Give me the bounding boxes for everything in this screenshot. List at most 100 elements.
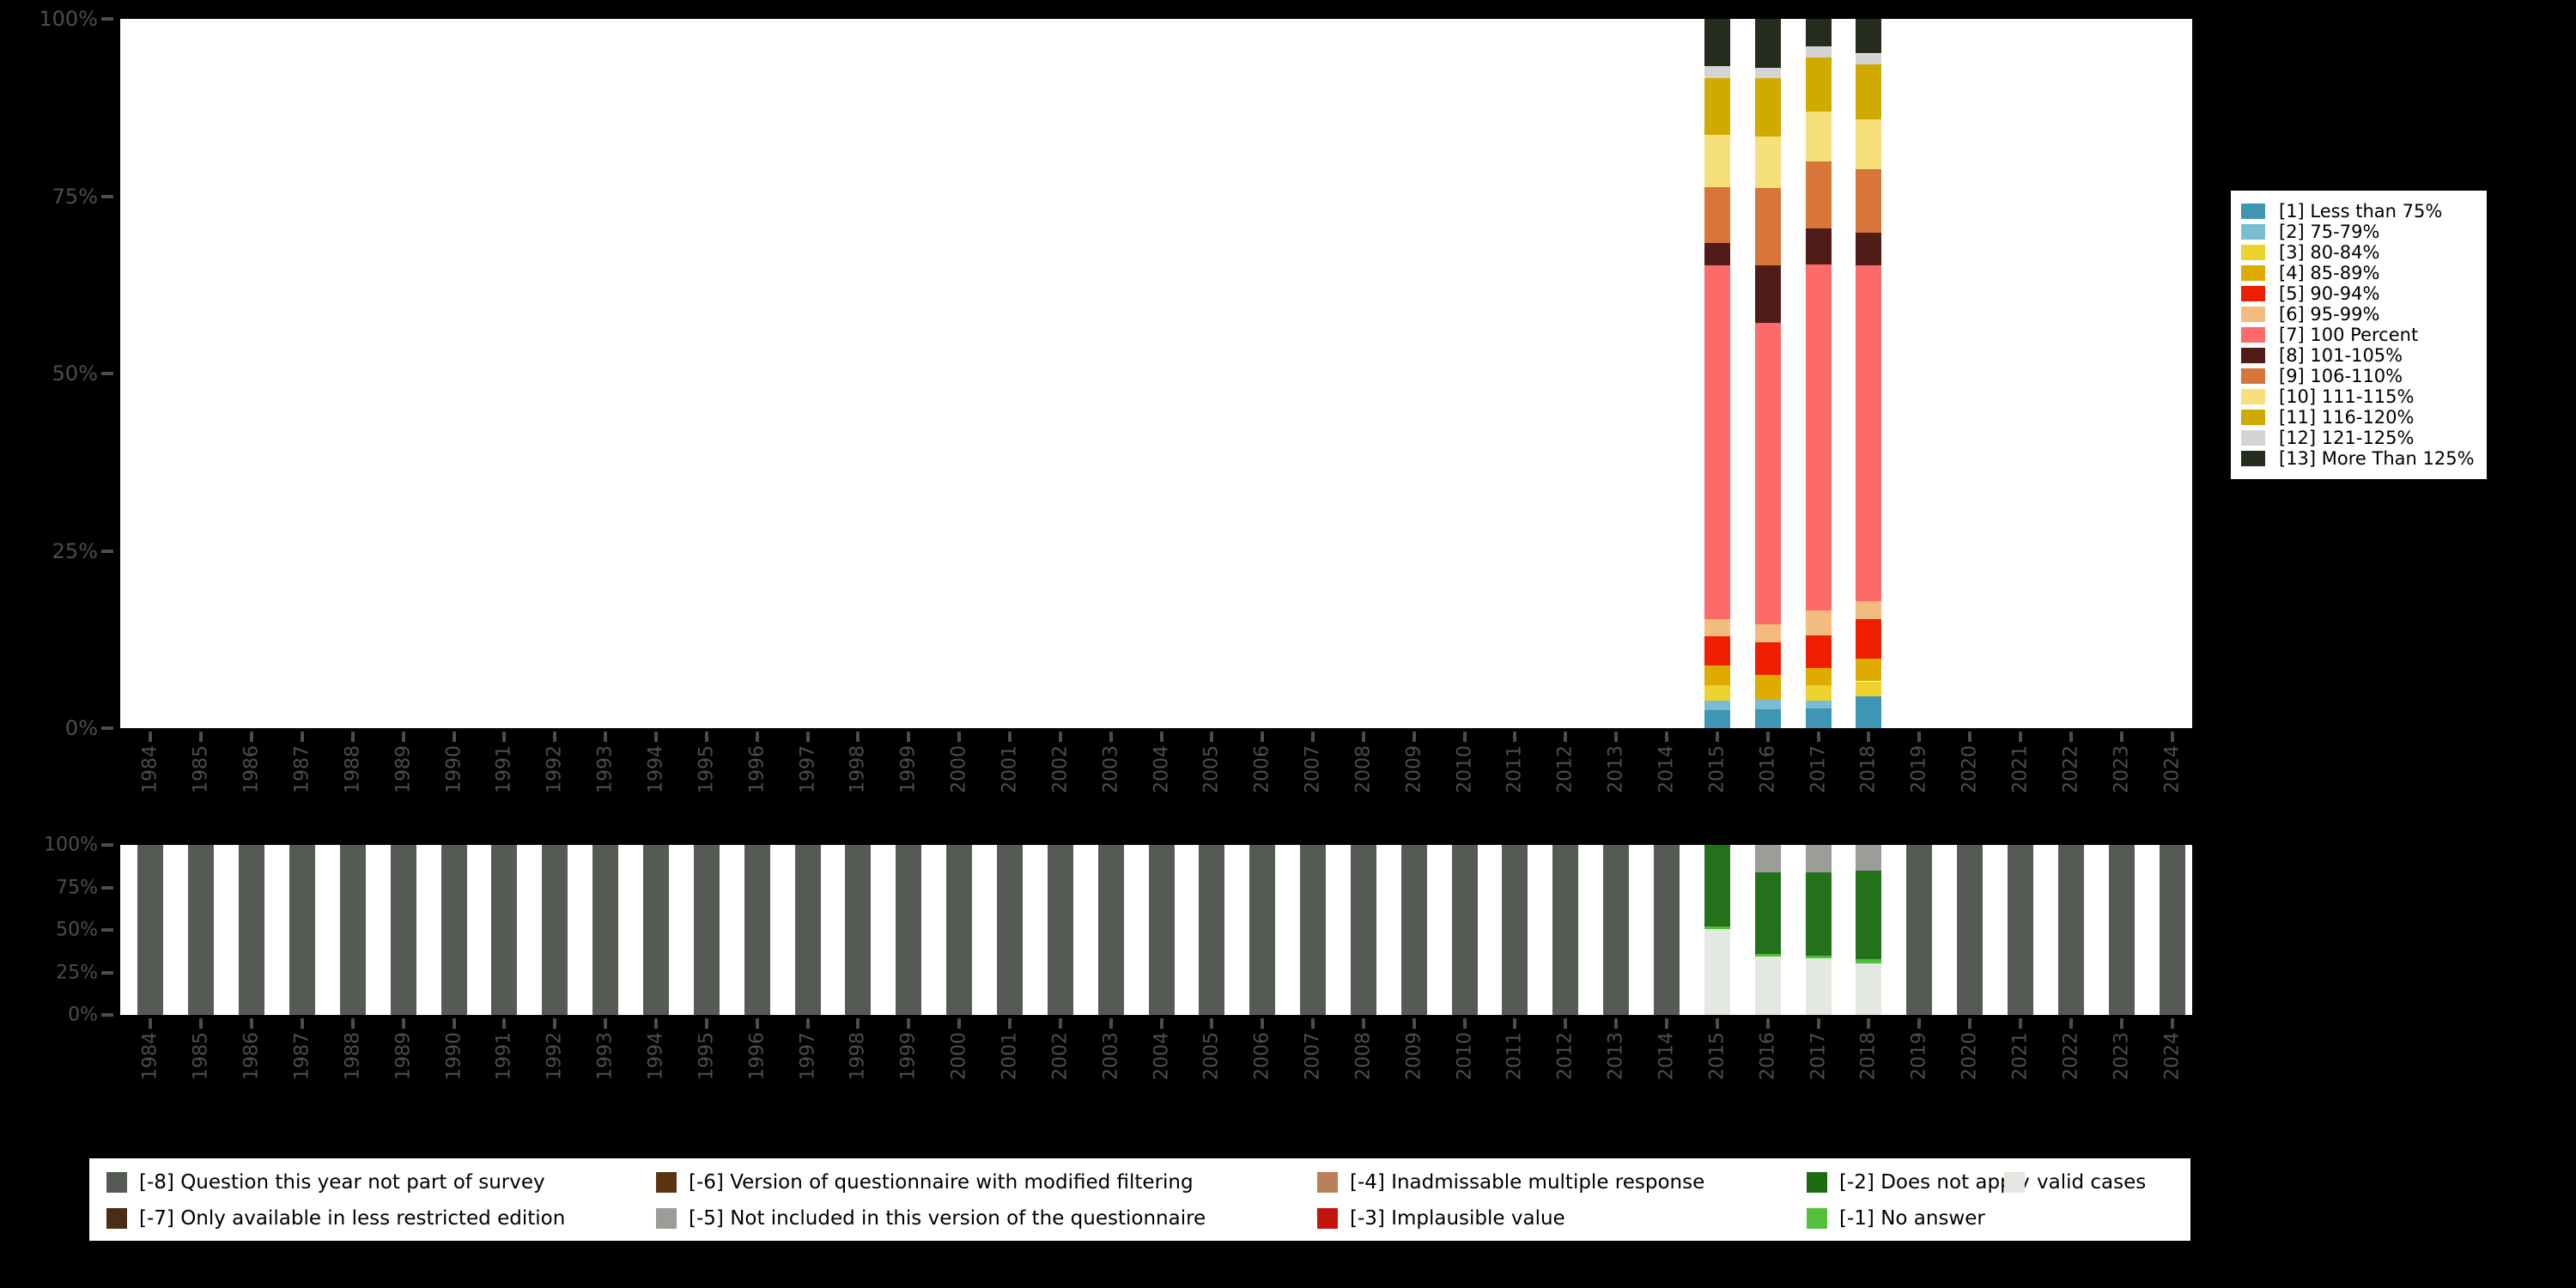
legend-item[interactable]: [5] 90-94% xyxy=(2241,283,2475,304)
stacked-bar[interactable] xyxy=(1400,845,1427,1015)
legend-item[interactable]: [12] 121-125% xyxy=(2241,428,2475,448)
bar-segment[interactable] xyxy=(1805,635,1832,668)
bar-segment[interactable] xyxy=(1704,618,1730,636)
stacked-bar[interactable] xyxy=(642,845,669,1015)
legend-item[interactable]: [2] 75-79% xyxy=(2241,222,2475,242)
bar-segment[interactable] xyxy=(2159,845,2185,1015)
bar-segment[interactable] xyxy=(1805,845,1832,872)
stacked-bar[interactable] xyxy=(188,845,215,1015)
stacked-bar[interactable] xyxy=(2057,845,2084,1015)
bar-segment[interactable] xyxy=(1805,228,1832,264)
stacked-bar[interactable] xyxy=(339,845,366,1015)
bar-segment[interactable] xyxy=(1805,684,1832,701)
bar-segment[interactable] xyxy=(1249,845,1276,1015)
bar-segment[interactable] xyxy=(1754,699,1781,709)
bar-segment[interactable] xyxy=(1957,845,1984,1015)
stacked-bar[interactable] xyxy=(1502,845,1528,1015)
bar-segment[interactable] xyxy=(188,845,215,1015)
bar-segment[interactable] xyxy=(845,845,872,1015)
bar-segment[interactable] xyxy=(1856,870,1882,959)
stacked-bar[interactable] xyxy=(1754,19,1781,728)
stacked-bar[interactable] xyxy=(1350,845,1376,1015)
bar-segment[interactable] xyxy=(1754,323,1781,625)
bar-segment[interactable] xyxy=(239,845,265,1015)
bar-segment[interactable] xyxy=(491,845,518,1015)
bar-segment[interactable] xyxy=(1300,845,1327,1015)
bar-segment[interactable] xyxy=(1754,265,1781,324)
stacked-bar[interactable] xyxy=(1906,845,1933,1015)
bar-segment[interactable] xyxy=(1704,709,1730,728)
stacked-bar[interactable] xyxy=(137,845,164,1015)
legend-item[interactable]: [10] 111-115% xyxy=(2241,386,2475,407)
bar-segment[interactable] xyxy=(1754,137,1781,188)
bar-segment[interactable] xyxy=(1856,659,1882,682)
stacked-bar[interactable] xyxy=(239,845,265,1015)
bar-segment[interactable] xyxy=(1754,78,1781,137)
bar-segment[interactable] xyxy=(1350,845,1376,1015)
stacked-bar[interactable] xyxy=(1199,845,1225,1015)
legend-item[interactable]: [-4] Inadmissable multiple response xyxy=(1317,1165,1704,1200)
bar-segment[interactable] xyxy=(1754,624,1781,643)
bar-segment[interactable] xyxy=(1805,19,1832,47)
bar-segment[interactable] xyxy=(1856,618,1882,659)
stacked-bar[interactable] xyxy=(542,845,568,1015)
bar-segment[interactable] xyxy=(1856,233,1882,265)
bar-segment[interactable] xyxy=(390,845,416,1015)
bar-segment[interactable] xyxy=(1704,635,1730,666)
stacked-bar[interactable] xyxy=(996,845,1023,1015)
stacked-bar[interactable] xyxy=(2108,845,2135,1015)
bar-segment[interactable] xyxy=(1502,845,1528,1015)
stacked-bar[interactable] xyxy=(440,845,467,1015)
stacked-bar[interactable] xyxy=(794,845,821,1015)
stacked-bar[interactable] xyxy=(1856,845,1882,1015)
bar-segment[interactable] xyxy=(1148,845,1175,1015)
stacked-bar[interactable] xyxy=(693,845,720,1015)
stacked-bar[interactable] xyxy=(1704,845,1730,1015)
bar-segment[interactable] xyxy=(1451,845,1478,1015)
bar-segment[interactable] xyxy=(1805,955,1832,958)
bar-segment[interactable] xyxy=(289,845,315,1015)
bar-segment[interactable] xyxy=(2008,845,2033,1015)
bar-segment[interactable] xyxy=(2057,845,2084,1015)
bar-segment[interactable] xyxy=(1805,872,1832,956)
bar-segment[interactable] xyxy=(1704,65,1730,78)
bar-segment[interactable] xyxy=(1805,957,1832,1015)
legend-item[interactable]: [8] 101-105% xyxy=(2241,345,2475,366)
stacked-bar[interactable] xyxy=(1603,845,1630,1015)
bar-segment[interactable] xyxy=(1704,685,1730,701)
bar-segment[interactable] xyxy=(1856,64,1882,120)
legend-item[interactable]: [-8] Question this year not part of surv… xyxy=(106,1165,545,1200)
stacked-bar[interactable] xyxy=(1805,19,1832,728)
bar-segment[interactable] xyxy=(440,845,467,1015)
bar-segment[interactable] xyxy=(1047,845,1073,1015)
bar-segment[interactable] xyxy=(1754,956,1781,1015)
bar-segment[interactable] xyxy=(1704,77,1730,135)
stacked-bar[interactable] xyxy=(845,845,872,1015)
bar-segment[interactable] xyxy=(1805,700,1832,708)
bar-segment[interactable] xyxy=(1754,675,1781,700)
bar-segment[interactable] xyxy=(693,845,720,1015)
bar-segment[interactable] xyxy=(1805,708,1832,728)
bar-segment[interactable] xyxy=(794,845,821,1015)
bar-segment[interactable] xyxy=(1906,845,1933,1015)
bar-segment[interactable] xyxy=(1654,845,1680,1015)
bar-segment[interactable] xyxy=(1754,68,1781,79)
bar-segment[interactable] xyxy=(1754,19,1781,68)
bar-segment[interactable] xyxy=(642,845,669,1015)
bar-segment[interactable] xyxy=(1805,112,1832,162)
bar-segment[interactable] xyxy=(1856,958,1882,963)
bar-segment[interactable] xyxy=(1856,681,1882,696)
legend-item[interactable]: [-7] Only available in less restricted e… xyxy=(106,1201,565,1236)
stacked-bar[interactable] xyxy=(1552,845,1579,1015)
legend-item[interactable]: [3] 80-84% xyxy=(2241,242,2475,263)
bar-segment[interactable] xyxy=(1856,169,1882,234)
legend-item[interactable]: [11] 116-120% xyxy=(2241,407,2475,428)
bar-segment[interactable] xyxy=(1704,665,1730,686)
legend-item[interactable]: [-1] No answer xyxy=(1807,1201,1985,1236)
bar-segment[interactable] xyxy=(339,845,366,1015)
stacked-bar[interactable] xyxy=(491,845,518,1015)
stacked-bar[interactable] xyxy=(1451,845,1478,1015)
bar-segment[interactable] xyxy=(1805,161,1832,228)
stacked-bar[interactable] xyxy=(1148,845,1175,1015)
stacked-bar[interactable] xyxy=(1249,845,1276,1015)
